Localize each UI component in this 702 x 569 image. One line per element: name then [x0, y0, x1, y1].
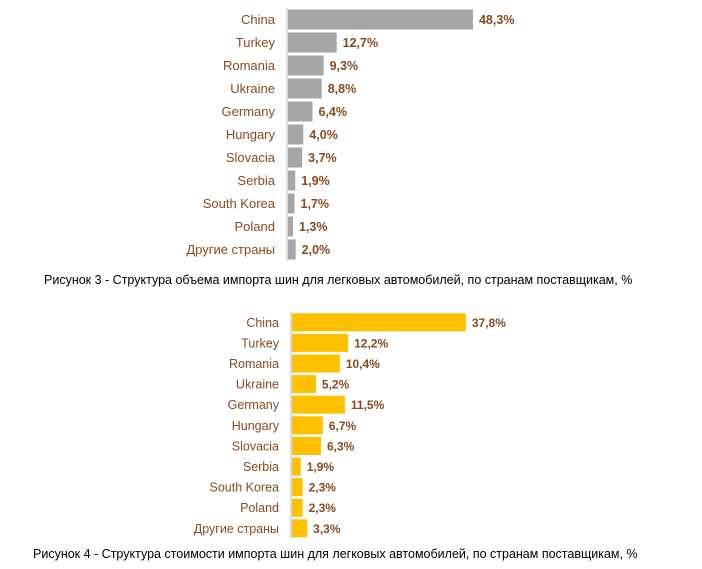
category-label: Romania [229, 357, 279, 371]
bar [288, 32, 337, 53]
chart-1: China 48,3% Turkey 12,7% Romania 9,3% Ukraine 8… [44, 8, 632, 287]
category-label: Germany [228, 398, 280, 412]
data-label: 1,9% [301, 174, 330, 188]
category-label: Ukraine [230, 81, 275, 96]
category-label: Serbia [243, 460, 279, 474]
chart-2: China 37,8% Turkey 12,2% Romania 10,4% Ukraine… [33, 312, 638, 561]
data-label: 8,8% [328, 82, 357, 96]
bar [288, 147, 303, 168]
bar [292, 436, 321, 455]
data-label: 2,0% [302, 243, 331, 257]
bar [292, 457, 301, 476]
category-label: Другие страны [186, 242, 275, 257]
data-label: 3,3% [313, 522, 341, 536]
bar [288, 78, 322, 99]
data-label: 9,3% [330, 59, 359, 73]
data-label: 6,4% [319, 105, 348, 119]
bar [288, 170, 296, 191]
category-label: South Korea [203, 196, 276, 211]
data-label: 1,3% [299, 220, 328, 234]
category-label: Romania [223, 58, 276, 73]
data-label: 12,2% [354, 336, 388, 350]
category-label: Germany [222, 104, 276, 119]
bar [288, 55, 324, 76]
bar [292, 416, 323, 435]
category-label: Poland [240, 501, 279, 515]
category-label: South Korea [210, 481, 280, 495]
bar [292, 395, 345, 414]
figure-caption: Рисунок 3 - Структура объема импорта шин… [44, 273, 632, 287]
category-label: Hungary [226, 127, 276, 142]
bar [288, 193, 295, 214]
category-label: Serbia [237, 173, 275, 188]
data-label: 6,3% [327, 439, 355, 453]
data-label: 1,9% [307, 460, 335, 474]
data-label: 48,3% [479, 13, 514, 27]
bar [292, 354, 340, 373]
data-label: 10,4% [346, 357, 380, 371]
data-label: 12,7% [343, 36, 378, 50]
figure-caption: Рисунок 4 - Структура стоимости импорта … [33, 547, 638, 561]
bar [288, 124, 304, 145]
category-label: Hungary [232, 419, 280, 433]
bar [292, 333, 349, 352]
bar [288, 9, 473, 30]
category-label: Turkey [241, 336, 279, 350]
data-label: 2,3% [309, 481, 337, 495]
bar [292, 498, 303, 517]
category-label: China [241, 12, 276, 27]
category-label: Ukraine [236, 378, 279, 392]
bar [288, 216, 293, 237]
bar [292, 313, 466, 332]
data-label: 6,7% [329, 419, 357, 433]
data-label: 4,0% [309, 128, 338, 142]
data-label: 37,8% [472, 316, 506, 330]
data-label: 3,7% [308, 151, 337, 165]
category-label: Poland [235, 219, 275, 234]
data-label: 2,3% [309, 501, 337, 515]
data-label: 1,7% [301, 197, 330, 211]
bar [292, 519, 308, 538]
bar [292, 478, 303, 497]
data-label: 11,5% [351, 398, 385, 412]
bar [288, 101, 313, 122]
category-label: Slovacia [232, 439, 279, 453]
category-label: Turkey [236, 35, 276, 50]
category-label: Slovacia [226, 150, 276, 165]
bar [288, 239, 296, 260]
category-label: Другие страны [194, 522, 279, 536]
data-label: 5,2% [322, 378, 350, 392]
bar [292, 375, 316, 394]
category-label: China [246, 316, 279, 330]
